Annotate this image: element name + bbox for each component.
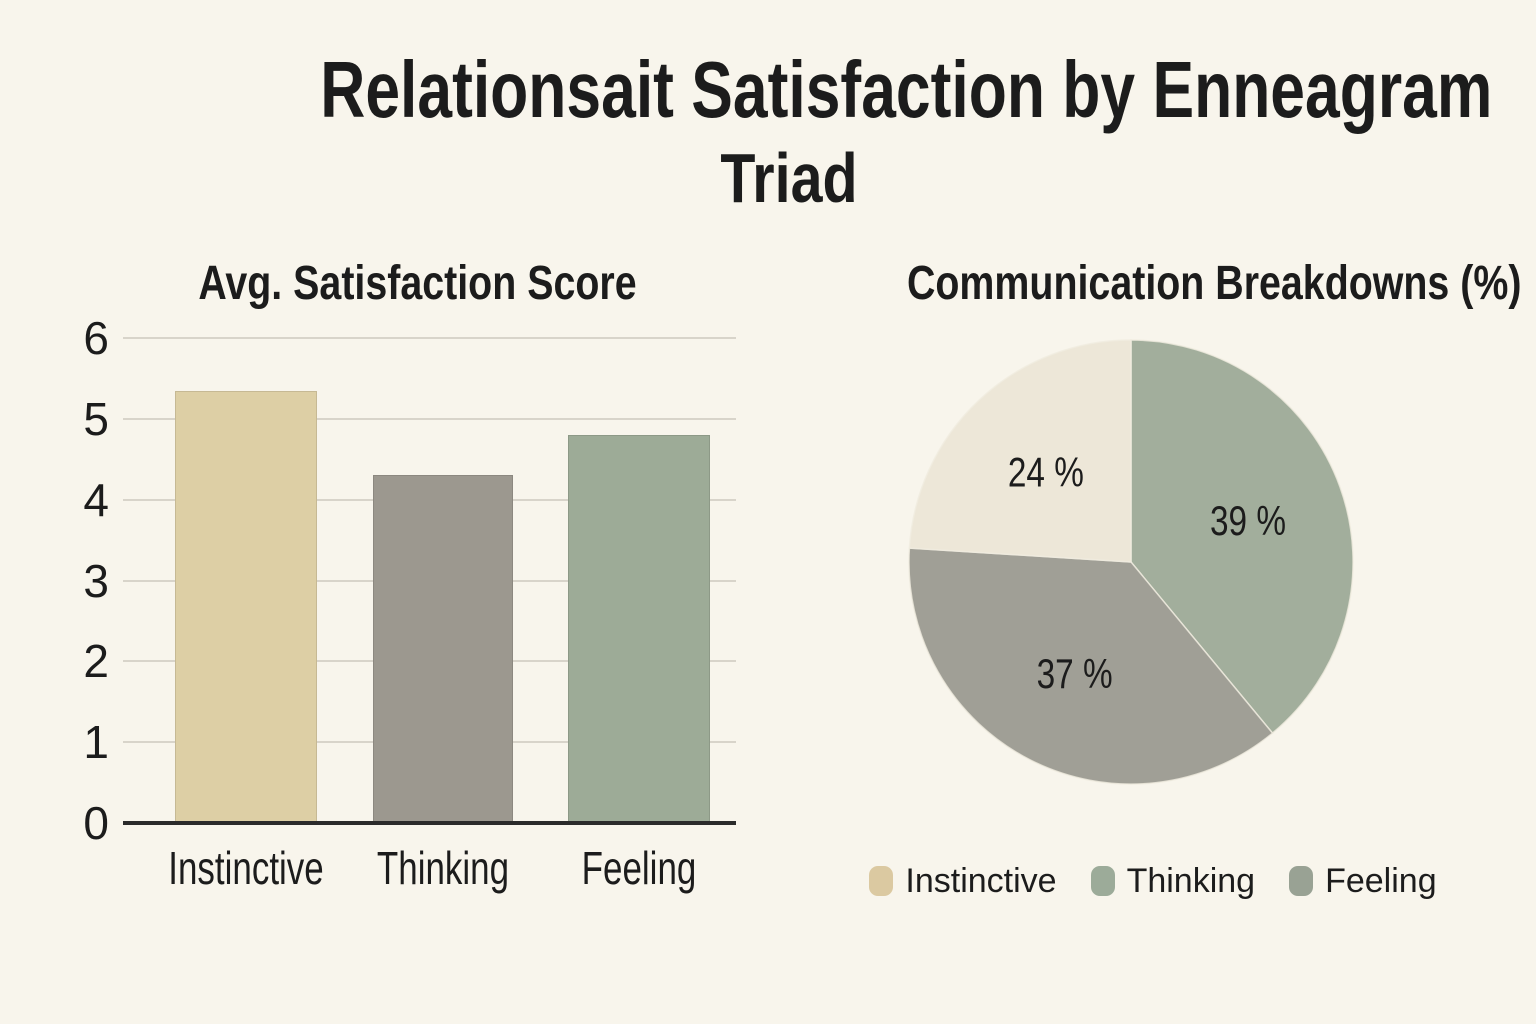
legend-item-instinctive: Instinctive <box>869 862 1057 900</box>
legend-swatch-instinctive <box>869 866 894 896</box>
y-axis-tick-label: 6 <box>83 312 109 364</box>
legend-label: Thinking <box>1126 862 1256 900</box>
gridline-y-5 <box>123 417 736 420</box>
legend-swatch-feeling <box>1289 866 1314 896</box>
page-title-line1: Relationsait Satisfaction by Enneagram <box>320 45 1493 134</box>
pie-chart-legend: Instinctive Thinking Feeling <box>830 862 1476 900</box>
legend-swatch-thinking <box>1090 866 1115 896</box>
page-title-line2: Triad <box>720 139 858 217</box>
gridline-y-6 <box>123 337 736 339</box>
y-axis-tick-label: 5 <box>83 392 109 445</box>
x-axis-baseline <box>123 821 736 825</box>
legend-item-feeling: Feeling <box>1289 862 1437 900</box>
y-axis-tick-label: 3 <box>83 554 109 607</box>
bar-instinctive <box>175 390 317 823</box>
pie-chart: 39 % 37 % 24 % <box>908 339 1354 785</box>
bar-chart-plot-area: 0 1 2 3 4 5 6 Instinctive Thinking Feeling <box>83 315 736 893</box>
bar-feeling <box>568 435 710 823</box>
page-title: Relationsait Satisfaction by Enneagram T… <box>0 44 1536 220</box>
legend-label: Instinctive <box>905 862 1057 900</box>
pie-slice-instinctive <box>908 339 1132 563</box>
pie-slice-feeling <box>908 547 1274 785</box>
bar-chart-title: Avg. Satisfaction Score <box>198 257 637 310</box>
y-axis-tick-label: 4 <box>83 473 109 526</box>
pie-slice-thinking <box>1130 339 1354 735</box>
pie-chart-title: Communication Breakdowns (%) <box>906 257 1522 310</box>
legend-item-thinking: Thinking <box>1090 862 1256 900</box>
pie-slice-value-label-instinctive: 24 % <box>1008 448 1084 495</box>
y-axis-tick-label: 2 <box>83 635 109 688</box>
legend-label: Feeling <box>1325 862 1437 900</box>
bar-thinking <box>373 475 513 823</box>
y-axis-tick-label: 0 <box>83 797 109 849</box>
y-axis-tick-label: 1 <box>83 716 109 769</box>
pie-slice-value-label-feeling: 37 % <box>1037 650 1113 697</box>
x-axis-label-instinctive: Instinctive <box>168 842 324 894</box>
x-axis-label-feeling: Feeling <box>581 842 697 894</box>
pie-slice-value-label-thinking: 39 % <box>1210 497 1286 544</box>
x-axis-label-thinking: Thinking <box>376 842 510 894</box>
